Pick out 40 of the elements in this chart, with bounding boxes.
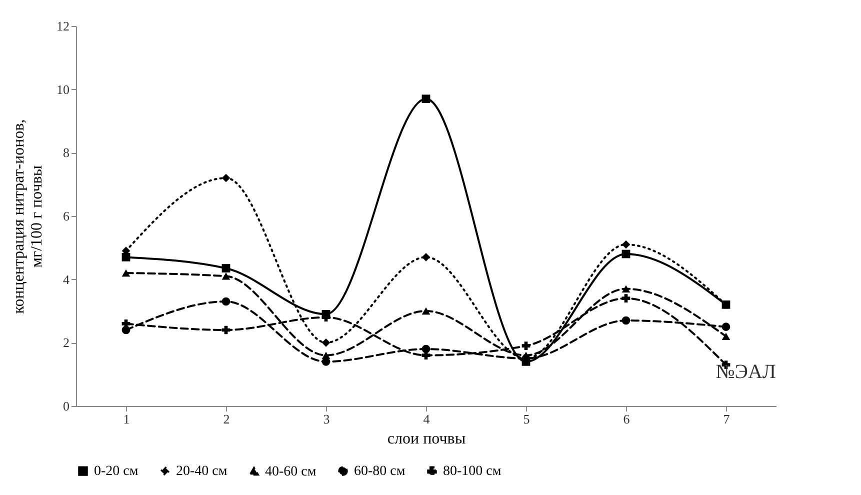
y-tick-label: 4: [63, 272, 70, 287]
point: [222, 174, 230, 182]
x-tick-label: 6: [623, 412, 630, 426]
x-tick-label: 2: [223, 412, 230, 426]
point: [122, 252, 130, 262]
annotation: №ЭАЛ: [716, 361, 776, 383]
x-tick-label: 4: [423, 412, 430, 426]
point: [722, 322, 730, 332]
y-tick-label: 2: [63, 335, 70, 350]
point: [622, 240, 630, 249]
point: [422, 94, 430, 104]
legend-label: 40-60 см: [265, 464, 316, 480]
point: [422, 252, 430, 262]
y-tick-label: 0: [63, 398, 70, 414]
y-tick-label: 10: [56, 82, 70, 97]
point: [422, 307, 430, 315]
point: [622, 316, 630, 325]
y-tick-label: 6: [63, 208, 70, 224]
point: [122, 269, 130, 277]
y-tick-label: 8: [63, 145, 70, 160]
legend-label: 0-20 см: [94, 464, 138, 480]
point: [622, 250, 630, 258]
x-tick-label: 1: [123, 412, 130, 426]
legend-label: 20-40 см: [176, 464, 228, 480]
y-axis-title: концентрация нитрат-ионов, мг/100 г почвы: [10, 119, 46, 314]
x-tick-label: 3: [323, 412, 330, 426]
x-tick-label: 5: [523, 412, 530, 426]
y-tick-label: 12: [56, 18, 70, 34]
point: [222, 272, 230, 280]
point: [322, 338, 330, 347]
point: [622, 285, 630, 292]
legend-label: 80-100 см: [443, 464, 502, 480]
x-tick-label: 7: [723, 412, 730, 426]
legend-label: 60-80 см: [354, 464, 406, 480]
point: [722, 332, 730, 340]
point: [222, 297, 230, 306]
x-axis-title: слои почвы: [387, 430, 466, 448]
point: [522, 342, 530, 350]
point: [622, 294, 630, 303]
point: [222, 264, 230, 272]
